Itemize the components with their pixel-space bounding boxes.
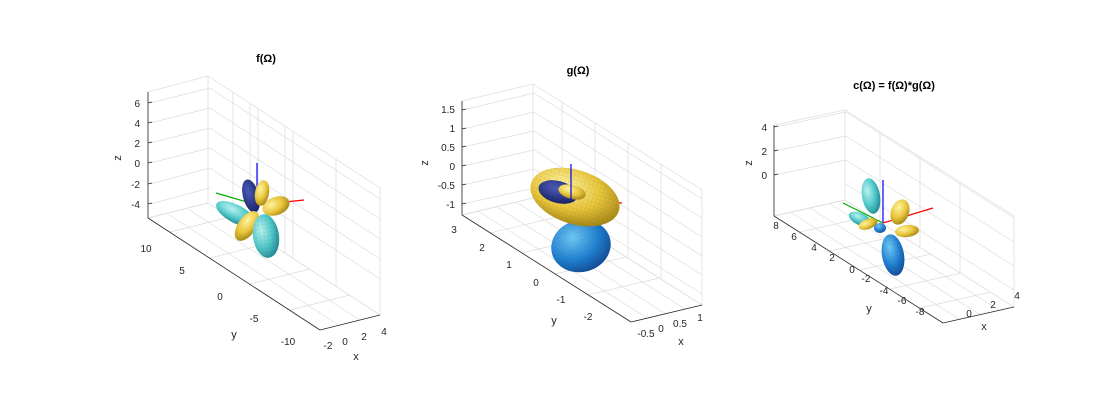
- x-tick-label: 0: [658, 324, 664, 335]
- lobe: [858, 218, 878, 230]
- lobe: [234, 211, 260, 241]
- panel-g-surface: [530, 164, 623, 273]
- z-tick-label: 0.5: [441, 143, 455, 154]
- y-tick-label: -2: [584, 312, 593, 323]
- panel-g-box: [461, 83, 703, 319]
- lobe: [254, 180, 270, 206]
- y-tick-label: -2: [862, 274, 871, 285]
- panel-f: f(Ω): [112, 53, 387, 363]
- lobe-mesh: [551, 219, 611, 273]
- y-tick-label: 0: [533, 278, 539, 289]
- y-tick-label: 2: [829, 253, 835, 264]
- x-tick-label: 0.5: [673, 319, 687, 330]
- panel-f-x-ticks: -2 0 2 4: [324, 327, 388, 352]
- y-tick-label: -6: [898, 296, 907, 307]
- z-tick-label: 0: [761, 171, 767, 182]
- z-tick-label: -2: [131, 180, 140, 191]
- y-tick-label: 8: [773, 221, 779, 232]
- y-tick-label: -10: [281, 337, 296, 348]
- panel-c-z-ticks: 4 2 0: [761, 123, 767, 182]
- y-tick-label: 1: [506, 260, 512, 271]
- lobe: [874, 223, 886, 233]
- y-tick-label: -1: [557, 295, 566, 306]
- panel-c-surface: [842, 178, 934, 276]
- x-tick-label: -2: [324, 341, 333, 352]
- x-tick-label: 2: [990, 300, 996, 311]
- x-tick-label: 4: [381, 327, 387, 338]
- y-tick-label: 3: [451, 225, 457, 236]
- x-tick-label: 4: [1014, 291, 1020, 302]
- panel-f-z-ticks: 6 4 2 0 -2 -4: [131, 99, 140, 211]
- x-tick-label: 0: [966, 309, 972, 320]
- z-tick-label: -1: [446, 200, 455, 211]
- lobe: [861, 178, 881, 214]
- x-tick-label: -0.5: [637, 329, 655, 340]
- lobe: [558, 184, 586, 200]
- panel-f-xlabel: x: [353, 351, 359, 363]
- panel-g-xlabel: x: [678, 336, 684, 348]
- panel-f-y-ticks: 10 5 0 -5 -10: [140, 244, 295, 348]
- z-tick-label: 0: [449, 162, 455, 173]
- y-tick-label: 4: [811, 243, 817, 254]
- y-tick-label: -8: [916, 307, 925, 318]
- lobe: [242, 179, 260, 213]
- lobe: [262, 196, 290, 216]
- panel-g-x-ticks: -0.5 0 0.5 1: [637, 313, 703, 340]
- y-tick-label: 5: [179, 266, 185, 277]
- panel-c-xlabel: x: [981, 321, 987, 333]
- z-tick-label: 2: [761, 147, 767, 158]
- x-tick-label: 2: [361, 332, 367, 343]
- z-tick-label: 4: [134, 119, 140, 130]
- y-tick-label: 6: [791, 232, 797, 243]
- z-tick-label: -0.5: [438, 181, 456, 192]
- y-tick-label: 10: [140, 244, 152, 255]
- lobe: [895, 224, 919, 238]
- panel-f-title: f(Ω): [256, 53, 276, 65]
- y-tick-label: 0: [849, 265, 855, 276]
- panel-g-title: g(Ω): [567, 65, 590, 77]
- panel-f-ylabel: y: [231, 329, 237, 341]
- z-tick-label: 4: [761, 123, 767, 134]
- panel-c-zlabel: z: [743, 160, 755, 166]
- y-tick-label: 0: [217, 292, 223, 303]
- z-tick-label: 6: [134, 99, 140, 110]
- panel-g-zlabel: z: [419, 160, 431, 166]
- lobe-mesh: [881, 234, 905, 276]
- panel-g-y-ticks: 3 2 1 0 -1 -2: [451, 225, 593, 323]
- z-tick-label: 1: [449, 124, 455, 135]
- panel-c: c(Ω) = f(Ω)*g(Ω): [743, 80, 1020, 333]
- y-tick-label: 2: [479, 243, 485, 254]
- panel-g: g(Ω): [419, 65, 703, 348]
- panel-c-title: c(Ω) = f(Ω)*g(Ω): [853, 80, 935, 92]
- z-tick-label: 0: [134, 159, 140, 170]
- panel-f-axes: [147, 92, 381, 331]
- z-tick-label: 1.5: [441, 105, 455, 116]
- panel-f-zlabel: z: [112, 155, 124, 161]
- panel-c-axes: [773, 125, 1015, 324]
- lobe-mesh: [252, 214, 280, 258]
- panel-f-surface: [215, 163, 305, 258]
- y-tick-label: -5: [250, 314, 259, 325]
- panel-g-ylabel: y: [551, 315, 557, 327]
- panel-c-ylabel: y: [866, 303, 872, 315]
- panel-g-z-ticks: 1.5 1 0.5 0 -0.5 -1: [438, 105, 456, 211]
- x-tick-label: 0: [342, 337, 348, 348]
- y-tick-label: -4: [880, 286, 889, 297]
- panel-c-y-ticks: 8 6 4 2 0 -2 -4 -6 -8: [773, 221, 925, 318]
- z-tick-label: -4: [131, 200, 140, 211]
- lobe: [890, 199, 910, 225]
- x-tick-label: 1: [697, 313, 703, 324]
- panel-g-axes: [461, 101, 703, 323]
- panel-c-x-ticks: 0 2 4: [966, 291, 1020, 320]
- z-tick-label: 2: [134, 139, 140, 150]
